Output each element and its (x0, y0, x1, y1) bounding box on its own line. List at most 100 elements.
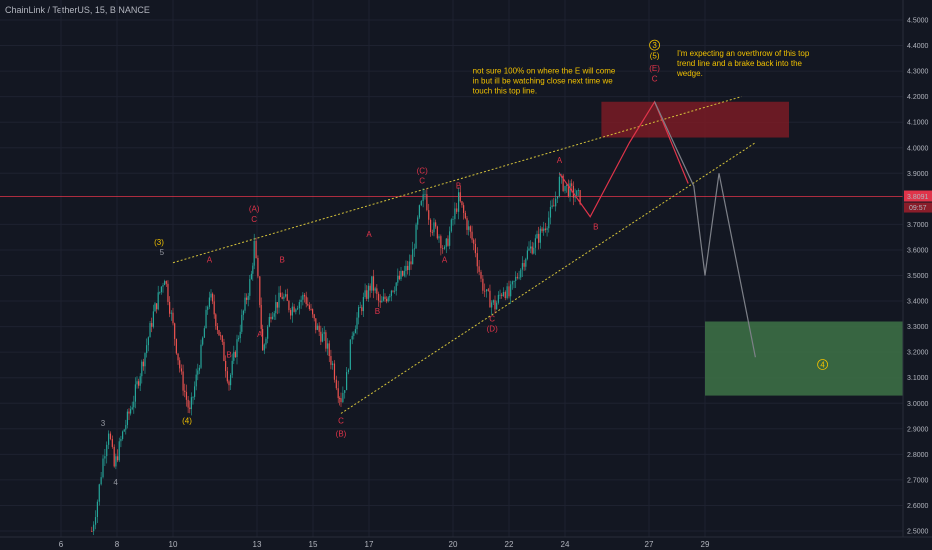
wave-label: C (419, 177, 425, 186)
candle-body (405, 265, 407, 271)
candle-body (316, 325, 319, 330)
candle-body (482, 278, 484, 291)
candle-body (386, 298, 388, 302)
note-overthrow-line: trend line and a brake back into the (677, 59, 803, 68)
candle-body (347, 369, 350, 373)
candle-body (146, 345, 148, 354)
candle-body (340, 398, 342, 403)
candle-body (515, 276, 517, 282)
y-tick-label: 2.6000 (907, 503, 929, 510)
candle-body (113, 446, 115, 467)
y-tick-label: 4.5000 (907, 18, 929, 25)
candle-body (142, 361, 144, 367)
candle-body (106, 444, 108, 457)
candle-body (225, 360, 227, 372)
candle-body (476, 253, 478, 267)
candle-body (323, 332, 325, 334)
candle-body (407, 265, 409, 271)
candle-body (218, 330, 220, 336)
candle-body (330, 356, 332, 365)
candle-body (156, 303, 158, 310)
candle-body (151, 323, 153, 327)
candle-body (167, 283, 169, 302)
wave-label: C (338, 417, 344, 426)
candle-body (116, 456, 119, 461)
y-tick-label: 3.7000 (907, 222, 929, 229)
note-overthrow-line: I'm expecting an overthrow of this top (677, 49, 810, 58)
candle-body (111, 438, 113, 447)
wave-label: B (280, 256, 285, 265)
candle-body (538, 233, 540, 243)
candle-body (572, 185, 574, 198)
wave-label: C (251, 215, 257, 224)
candle-body (566, 184, 568, 186)
candle-body (233, 351, 235, 361)
wave-label: (3) (154, 238, 164, 247)
candle-body (361, 307, 363, 312)
candle-body (473, 239, 475, 244)
y-tick-label: 3.5000 (907, 273, 929, 280)
symbol-title[interactable]: ChainLink / TetherUS, 15, BINANCE (5, 5, 150, 15)
candle-body (159, 292, 161, 293)
y-tick-label: 3.1000 (907, 375, 929, 382)
candle-body (293, 306, 295, 312)
wave-label: B (456, 182, 461, 191)
candle-body (497, 294, 499, 303)
y-tick-label: 4.1000 (907, 120, 929, 127)
wave-label: A (207, 256, 213, 265)
price-tag-bg (904, 190, 932, 202)
wave-label: 4 (113, 478, 118, 487)
target-zone (705, 321, 903, 396)
candle-body (297, 308, 299, 310)
x-tick-label: 27 (645, 540, 654, 549)
candle-body (520, 269, 522, 278)
candle-body (525, 258, 527, 267)
candle-body (190, 397, 192, 410)
candle-body (436, 226, 438, 239)
candle-body (576, 190, 578, 196)
candle-body (496, 302, 498, 310)
candle-body (175, 338, 177, 354)
candle-body (536, 233, 538, 239)
candle-body (94, 517, 97, 525)
candle-body (438, 236, 440, 239)
candle-body (134, 384, 136, 402)
candle-body (236, 339, 238, 358)
candle-body (392, 290, 394, 292)
candle-body (556, 196, 559, 199)
candle-body (384, 296, 386, 299)
candle-body (276, 302, 278, 308)
wave-label: 4 (820, 360, 825, 369)
candle-body (332, 363, 334, 365)
last-price-tag: 3.8091 09:57 (904, 190, 932, 213)
candle-body (417, 217, 419, 225)
candle-body (564, 185, 566, 191)
candle-body (362, 297, 364, 312)
candle-body (139, 376, 141, 386)
candle-body (422, 194, 424, 202)
candle-body (504, 292, 506, 299)
candle-body (531, 246, 533, 254)
candle-body (273, 313, 275, 317)
candle-body (310, 309, 312, 310)
candle-body (413, 248, 415, 250)
candle-body (220, 335, 222, 337)
candle-body (200, 344, 202, 368)
candle-body (389, 295, 391, 298)
wedge-line-upper (172, 96, 742, 264)
candle-body (546, 228, 548, 230)
candle-body (372, 276, 375, 291)
candle-body (228, 381, 230, 386)
note-e-wave-line: not sure 100% on where the E will come (473, 67, 616, 76)
candle-body (523, 263, 525, 267)
candle-body (397, 275, 399, 283)
candle-body (120, 438, 122, 442)
candle-body (108, 433, 110, 445)
candle-body (122, 431, 124, 439)
candle-body (377, 293, 380, 301)
candle-body (424, 194, 426, 195)
candle-body (308, 305, 310, 310)
candle-body (100, 477, 102, 485)
x-axis-bg (0, 537, 932, 550)
